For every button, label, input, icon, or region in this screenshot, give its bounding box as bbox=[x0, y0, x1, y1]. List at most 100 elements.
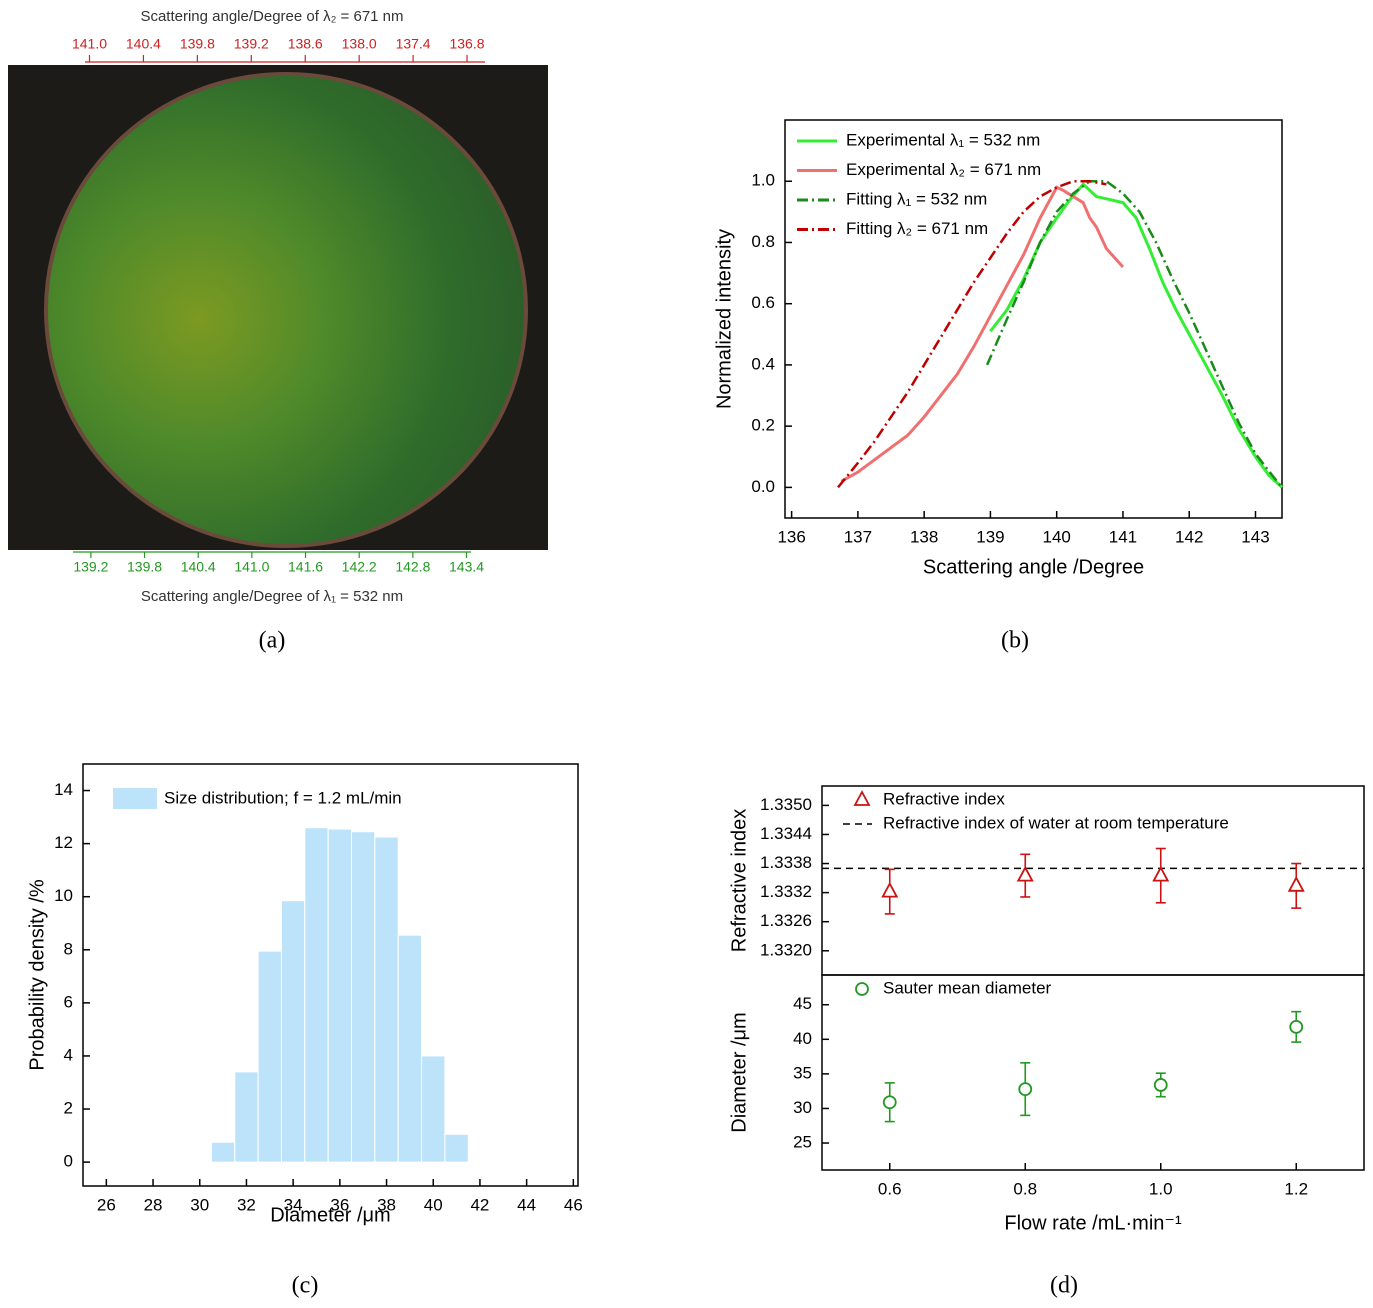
y-tick-label: 35 bbox=[793, 1063, 812, 1082]
y-tick-label: 45 bbox=[793, 994, 812, 1013]
x-tick-label: 136 bbox=[777, 527, 805, 546]
panel-caption: (d) bbox=[1050, 1273, 1078, 1299]
x-tick-label: 1.2 bbox=[1284, 1179, 1308, 1198]
histogram-bar bbox=[444, 1133, 469, 1163]
x-tick-label: 30 bbox=[190, 1195, 209, 1214]
top-tick-label: 139.2 bbox=[234, 36, 269, 52]
y-tick-label: 1.3344 bbox=[760, 824, 812, 843]
x-tick-label: 137 bbox=[844, 527, 872, 546]
histogram-bar bbox=[257, 950, 282, 1163]
x-tick-label: 36 bbox=[330, 1195, 349, 1214]
marker bbox=[1289, 1019, 1304, 1034]
legend-label: Experimental λ₂ = 671 nm bbox=[846, 160, 1041, 179]
y-tick-label: 2 bbox=[64, 1099, 73, 1118]
legend-label: Fitting λ₁ = 532 nm bbox=[846, 189, 987, 208]
data-line bbox=[840, 185, 1125, 483]
panel-caption: (c) bbox=[292, 1273, 319, 1299]
y-tick-label: 0.4 bbox=[751, 354, 775, 373]
data-line bbox=[985, 179, 1283, 489]
histogram-bar bbox=[374, 836, 399, 1163]
histogram-bar bbox=[351, 831, 376, 1163]
legend-marker bbox=[853, 790, 871, 806]
histogram-bar bbox=[421, 1055, 446, 1163]
x-axis-label: Scattering angle /Degree bbox=[923, 556, 1144, 578]
x-tick-label: 142 bbox=[1175, 527, 1203, 546]
bottom-tick-label: 141.0 bbox=[234, 559, 269, 575]
y-tick-label: 1.3332 bbox=[760, 882, 812, 901]
x-tick-label: 40 bbox=[424, 1195, 443, 1214]
photo bbox=[8, 65, 548, 550]
y-tick-label: 6 bbox=[64, 992, 73, 1011]
scattering-disk bbox=[44, 72, 528, 548]
marker bbox=[881, 881, 899, 898]
histogram-bar bbox=[327, 828, 353, 1163]
top-tick-label: 138.0 bbox=[342, 36, 377, 52]
y-tick-label: 25 bbox=[793, 1133, 812, 1152]
legend-label: Refractive index of water at room temper… bbox=[883, 813, 1229, 832]
x-tick-label: 42 bbox=[470, 1195, 489, 1214]
y-tick-label: 0.2 bbox=[751, 416, 775, 435]
y-tick-label: 30 bbox=[793, 1098, 812, 1117]
legend-marker bbox=[855, 982, 869, 996]
x-tick-label: 1.0 bbox=[1149, 1179, 1173, 1198]
y-tick-label: 14 bbox=[54, 780, 73, 799]
x-axis-label: Diameter /μm bbox=[270, 1204, 390, 1226]
y-tick-label: 12 bbox=[54, 833, 73, 852]
y-tick-label: 0 bbox=[64, 1152, 73, 1171]
y-axis-label: Refractive index bbox=[728, 809, 750, 952]
bottom-tick-label: 142.8 bbox=[395, 559, 430, 575]
top-tick-label: 140.4 bbox=[126, 36, 161, 52]
plot-frame bbox=[821, 974, 1365, 1171]
y-tick-label: 40 bbox=[793, 1029, 812, 1048]
x-tick-label: 28 bbox=[144, 1195, 163, 1214]
histogram-bar bbox=[304, 827, 329, 1163]
y-axis-label: Diameter /μm bbox=[728, 1012, 750, 1132]
legend-label: Sauter mean diameter bbox=[883, 978, 1052, 997]
y-tick-label: 1.3320 bbox=[760, 940, 812, 959]
x-tick-label: 44 bbox=[517, 1195, 536, 1214]
top-tick-label: 141.0 bbox=[72, 36, 107, 52]
marker bbox=[1287, 875, 1305, 892]
y-axis-label: Normalized intensity bbox=[713, 229, 735, 409]
panel-caption: (a) bbox=[259, 628, 286, 654]
y-tick-label: 1.3326 bbox=[760, 911, 812, 930]
data-line bbox=[837, 179, 1107, 489]
plot-frame bbox=[82, 763, 579, 1187]
y-tick-label: 1.0 bbox=[751, 171, 775, 190]
y-tick-label: 1.3350 bbox=[760, 795, 812, 814]
legend-label: Experimental λ₁ = 532 nm bbox=[846, 130, 1040, 149]
y-tick-label: 10 bbox=[54, 886, 73, 905]
x-tick-label: 26 bbox=[97, 1195, 116, 1214]
x-tick-label: 38 bbox=[377, 1195, 396, 1214]
legend-label: Refractive index bbox=[883, 789, 1005, 808]
x-tick-label: 143 bbox=[1241, 527, 1269, 546]
bottom-tick-label: 139.8 bbox=[127, 559, 162, 575]
x-tick-label: 139 bbox=[976, 527, 1004, 546]
top-tick-label: 138.6 bbox=[288, 36, 323, 52]
top-tick-label: 136.8 bbox=[449, 36, 484, 52]
histogram-bar bbox=[234, 1071, 259, 1163]
y-tick-label: 1.3338 bbox=[760, 853, 812, 872]
legend-label: Size distribution; f = 1.2 mL/min bbox=[164, 788, 402, 807]
panel-caption: (b) bbox=[1001, 628, 1029, 654]
bottom-tick-label: 142.2 bbox=[342, 559, 377, 575]
plot-frame bbox=[784, 119, 1283, 519]
marker bbox=[1152, 865, 1170, 882]
top-axis-title: Scattering angle/Degree of λ₂ = 671 nm bbox=[140, 8, 403, 25]
x-tick-label: 141 bbox=[1109, 527, 1137, 546]
y-tick-label: 0.8 bbox=[751, 232, 775, 251]
data-line bbox=[989, 182, 1284, 489]
legend-swatch bbox=[113, 788, 157, 809]
marker bbox=[1153, 1078, 1168, 1092]
y-tick-label: 8 bbox=[64, 939, 73, 958]
y-tick-label: 0.0 bbox=[751, 477, 775, 496]
bottom-tick-label: 143.4 bbox=[449, 559, 484, 575]
x-tick-label: 34 bbox=[284, 1195, 303, 1214]
x-tick-label: 46 bbox=[564, 1195, 583, 1214]
x-tick-label: 0.6 bbox=[878, 1179, 902, 1198]
x-tick-label: 140 bbox=[1043, 527, 1071, 546]
marker bbox=[882, 1095, 897, 1110]
bottom-tick-label: 140.4 bbox=[181, 559, 216, 575]
bottom-tick-label: 139.2 bbox=[73, 559, 108, 575]
